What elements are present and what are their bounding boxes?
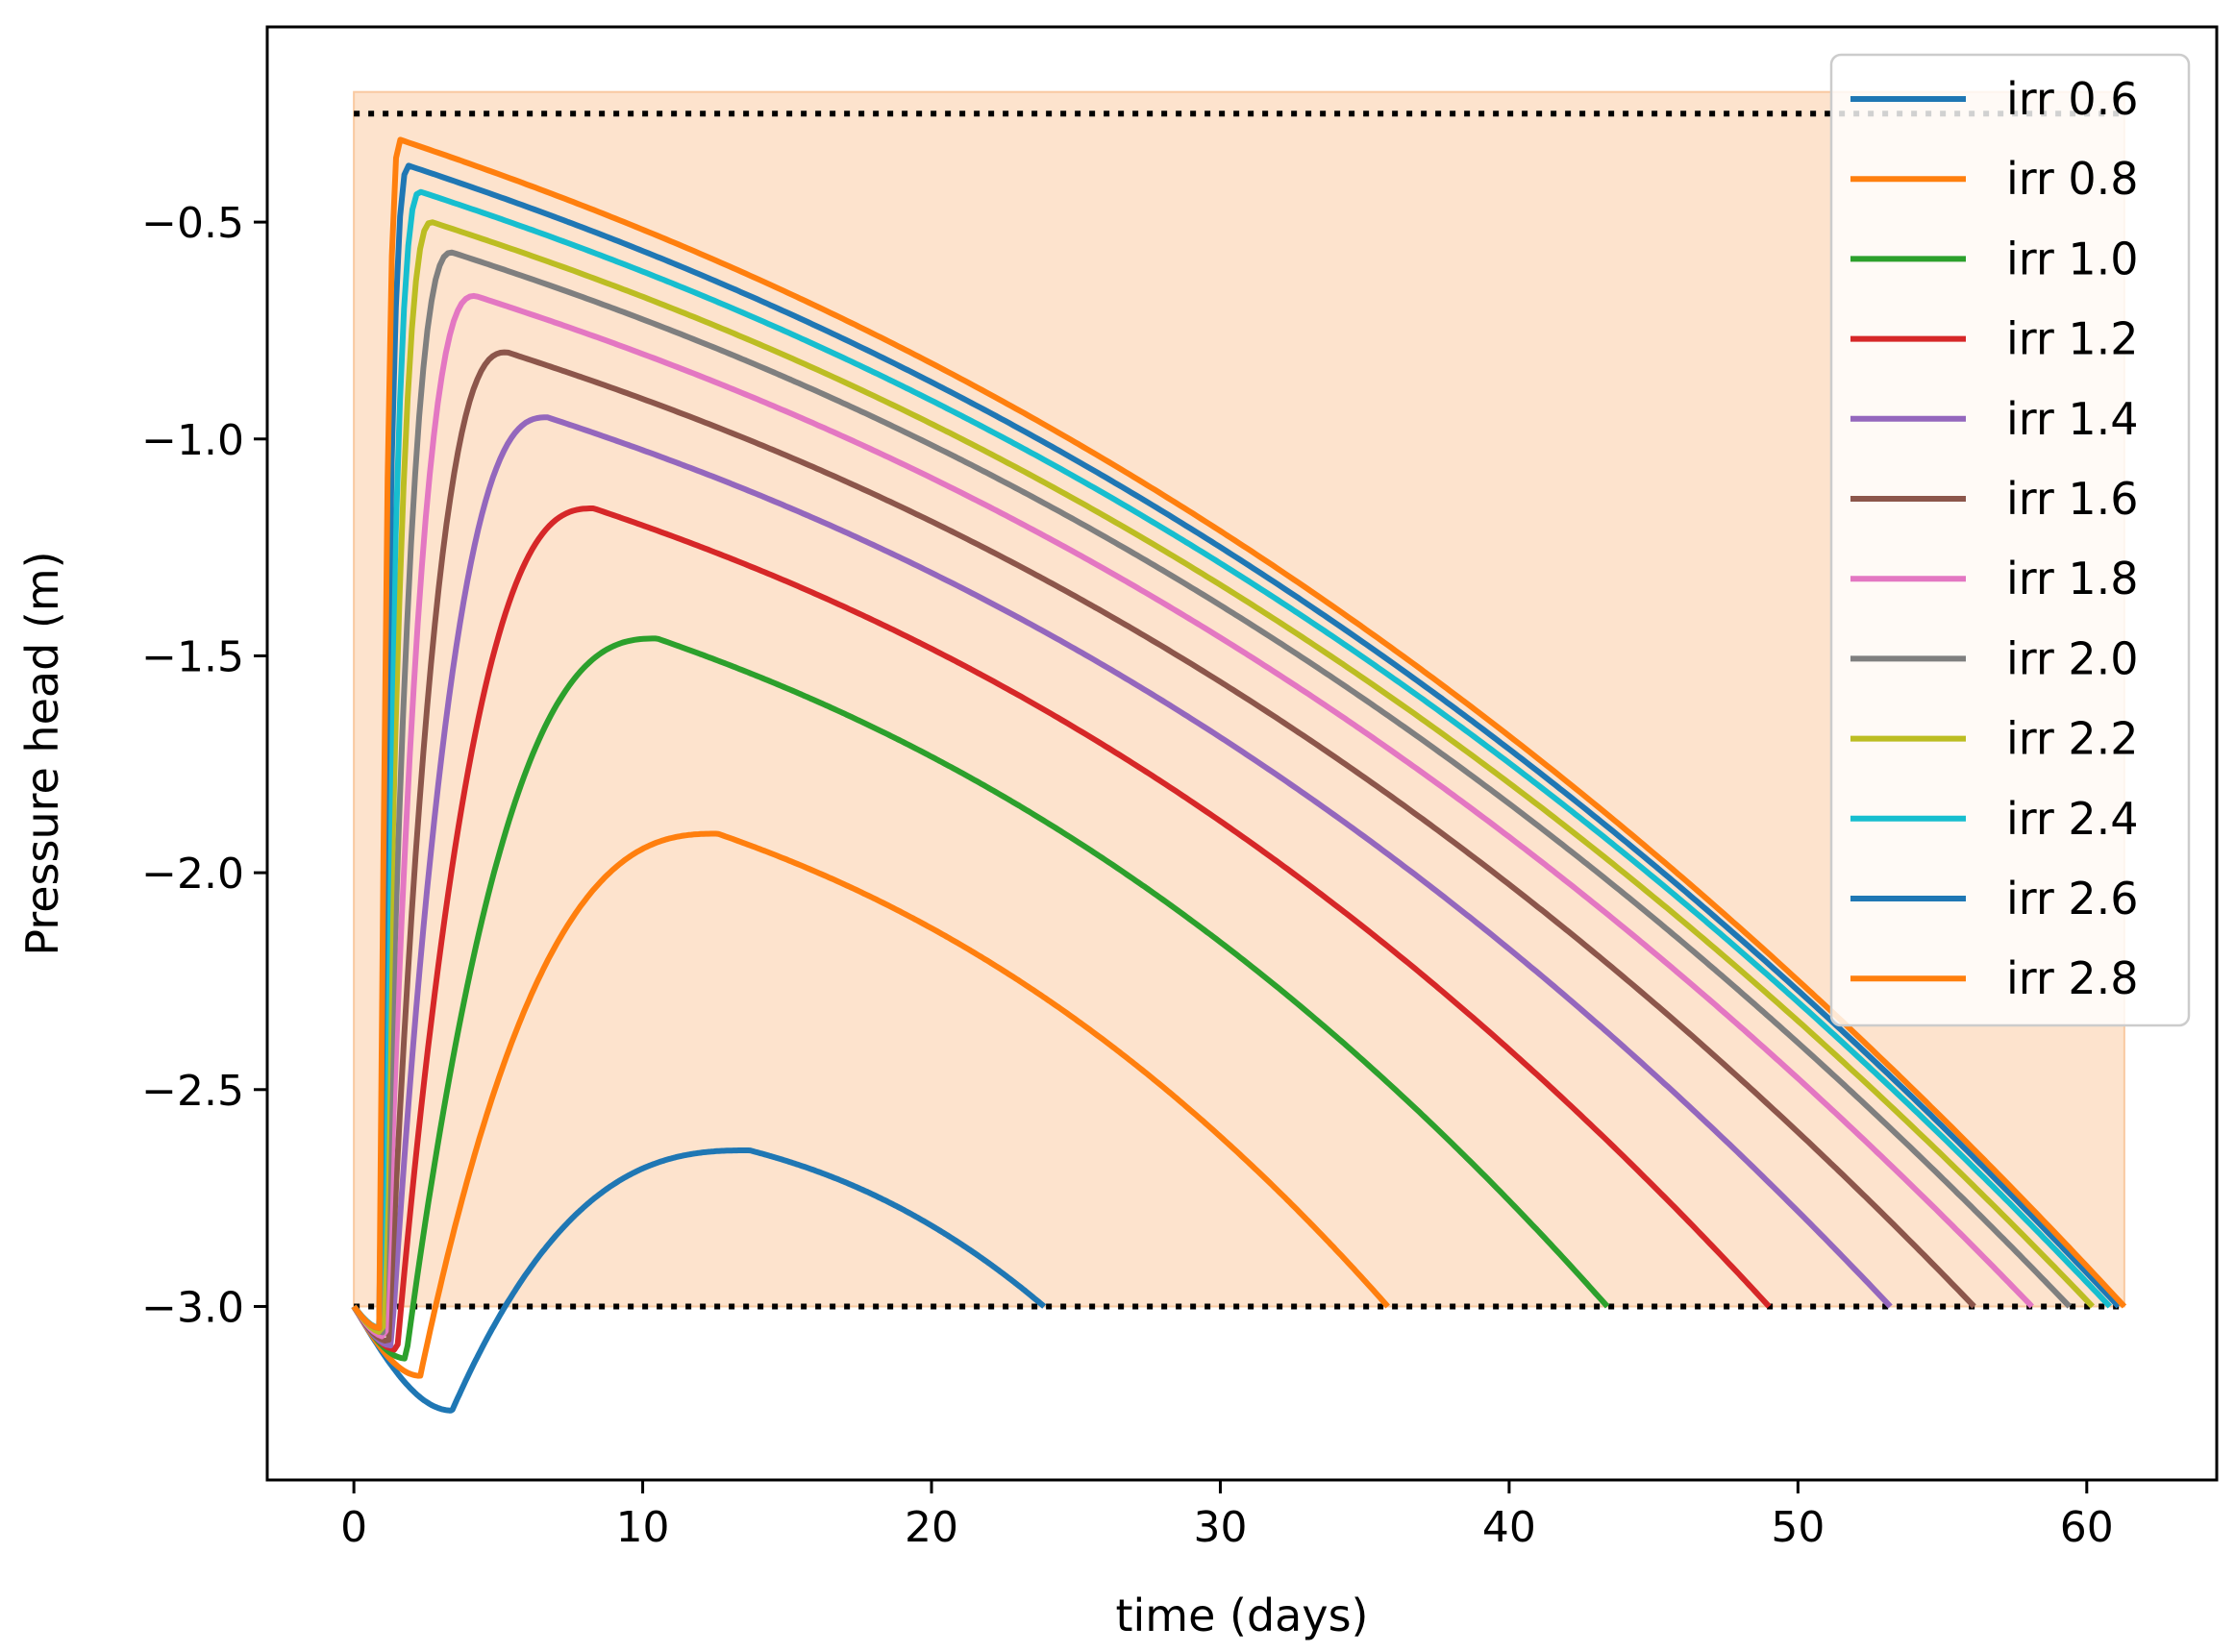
y-axis-label: Pressure head (m) [16,551,68,955]
y-tick-label: −1.5 [141,632,244,681]
legend: irr 0.6 irr 0.8 irr 1.0 irr 1.2 irr 1.4 irr 1… [1829,53,2191,1027]
y-tick-label: −1.0 [141,416,244,465]
legend-label: irr 0.6 [2006,73,2139,125]
series-lines-layer [351,136,2127,1414]
legend-label: irr 1.4 [2006,393,2139,445]
legend-label: irr 1.8 [2006,553,2139,604]
legend-label: irr 1.0 [2006,233,2139,284]
x-axis-label: time (days) [1115,1590,1368,1641]
series-line-irr-2-4 [351,188,2112,1331]
series-line-irr-1-6 [351,349,1976,1344]
y-tick-label: −2.5 [141,1067,244,1116]
series-line-irr-2-8 [351,136,2127,1331]
y-axis-ticks: −0.5 −1.0 −1.5 −2.0 −2.5 −3.0 [141,199,267,1332]
series-line-irr-1-2 [351,505,1772,1353]
legend-label: irr 2.6 [2006,873,2139,925]
x-tick-label: 40 [1482,1503,1536,1552]
y-tick-label: −2.0 [141,850,244,899]
legend-label: irr 2.0 [2006,632,2139,684]
legend-label: irr 2.2 [2006,713,2139,765]
legend-label: irr 2.8 [2006,952,2139,1004]
x-tick-label: 0 [340,1503,367,1552]
x-tick-label: 10 [616,1503,670,1552]
legend-label: irr 1.6 [2006,473,2139,525]
plot-frame [265,25,2219,1482]
x-tick-label: 20 [905,1503,958,1552]
x-tick-label: 50 [1771,1503,1825,1552]
x-axis-ticks: 0 10 20 30 40 50 60 [340,1480,2114,1552]
series-line-irr-0-6 [351,1147,1047,1414]
y-tick-label: −3.0 [141,1283,244,1332]
series-line-irr-1-0 [351,635,1610,1362]
series-line-irr-0-8 [351,830,1390,1379]
series-line-irr-1-4 [351,414,1893,1349]
series-line-irr-1-8 [351,292,2034,1340]
legend-label: irr 0.8 [2006,153,2139,205]
series-line-irr-2-2 [351,219,2095,1335]
series-line-irr-2-6 [351,162,2122,1331]
legend-label: irr 2.4 [2006,793,2139,845]
legend-box [1829,53,2191,1027]
legend-label: irr 1.2 [2006,313,2139,365]
x-tick-label: 30 [1193,1503,1247,1552]
series-line-irr-2-0 [351,249,2072,1336]
x-tick-label: 60 [2060,1503,2114,1552]
reference-lines-layer [354,111,2124,1310]
y-tick-label: −0.5 [141,199,244,248]
